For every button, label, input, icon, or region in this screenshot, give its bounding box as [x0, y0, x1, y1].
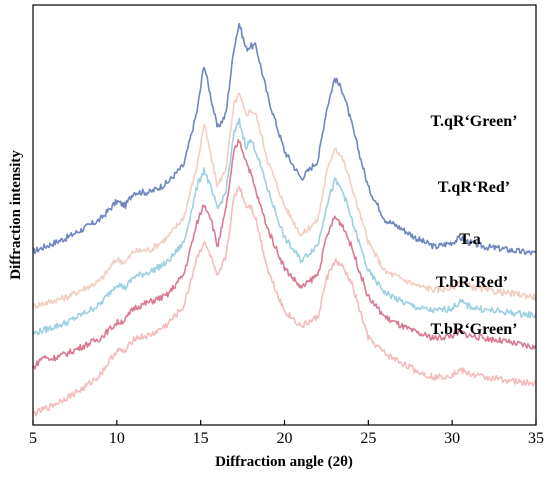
- x-tick-label: 35: [528, 430, 544, 447]
- x-tick-label: 15: [193, 430, 209, 447]
- x-axis-title: Diffraction angle (2θ): [215, 454, 353, 470]
- x-tick-label: 20: [277, 430, 293, 447]
- series-line-4: [32, 138, 537, 370]
- series-line-1: [32, 22, 537, 256]
- series-label-5: T.bR‘Green’: [431, 321, 518, 338]
- x-tick-label: 25: [360, 430, 376, 447]
- series-label-1: T.qR‘Green’: [431, 113, 518, 130]
- series-line-2: [32, 92, 537, 310]
- x-tick-label: 10: [109, 430, 125, 447]
- series-layer: [32, 22, 537, 417]
- x-tick-label: 30: [444, 430, 460, 447]
- series-label-3: T.a: [459, 231, 480, 248]
- x-tick-label: 5: [29, 430, 37, 447]
- series-label-4: T.bR‘Red’: [436, 274, 508, 291]
- x-axis-ticks: 5 10 15 20 25 30 35: [29, 420, 544, 447]
- series-labels: T.qR‘Green’ T.qR‘Red’ T.a T.bR‘Red’ T.bR‘Gre…: [431, 113, 518, 338]
- series-line-5: [32, 185, 537, 417]
- series-line-3: [32, 117, 537, 336]
- series-label-2: T.qR‘Red’: [438, 179, 510, 196]
- y-axis-title: Diffraction intensity: [8, 150, 24, 280]
